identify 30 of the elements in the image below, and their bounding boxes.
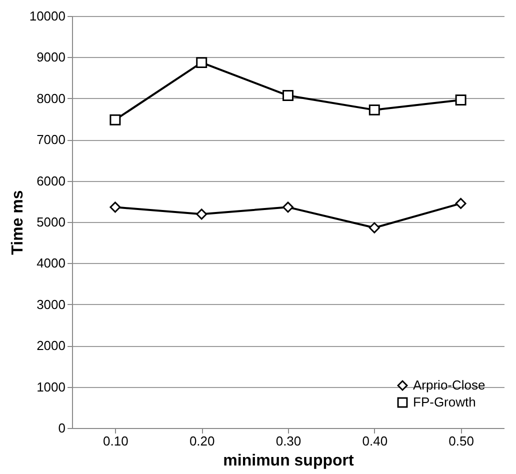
y-tick-label: 1000 [36, 379, 66, 394]
point [282, 202, 294, 213]
y-tick-label: 6000 [36, 173, 66, 188]
point [368, 104, 380, 116]
x-tick-label: 0.50 [448, 434, 474, 448]
y-tick-label: 0 [58, 420, 66, 436]
y-tick-label: 2000 [36, 338, 66, 354]
legend-label: FP-Growth [413, 394, 476, 410]
y-tick-label: 5000 [36, 214, 66, 230]
legend-label: Arprio-Close [413, 378, 486, 392]
y-tick-label: 8000 [36, 90, 66, 106]
point [282, 90, 294, 102]
point [110, 202, 121, 213]
point [196, 57, 208, 68]
point [196, 208, 208, 220]
point [368, 222, 380, 234]
x-axis-title: minimun support [223, 452, 354, 470]
y-tick-label: 4000 [36, 256, 66, 271]
y-tick-label: 7000 [36, 132, 66, 148]
x-tick-label: 0.10 [103, 434, 128, 448]
x-tick-label: 0.40 [362, 434, 388, 448]
y-tick-label: 9000 [36, 50, 66, 65]
point [455, 198, 466, 209]
y-tick-label: 3000 [36, 296, 66, 312]
x-tick-label: 0.30 [276, 434, 302, 448]
point [110, 114, 121, 126]
x-tick-label: 0.20 [189, 434, 215, 448]
y-tick-label: 10000 [29, 8, 66, 24]
y-axis-title: Time ms [9, 190, 26, 255]
point [455, 94, 466, 106]
